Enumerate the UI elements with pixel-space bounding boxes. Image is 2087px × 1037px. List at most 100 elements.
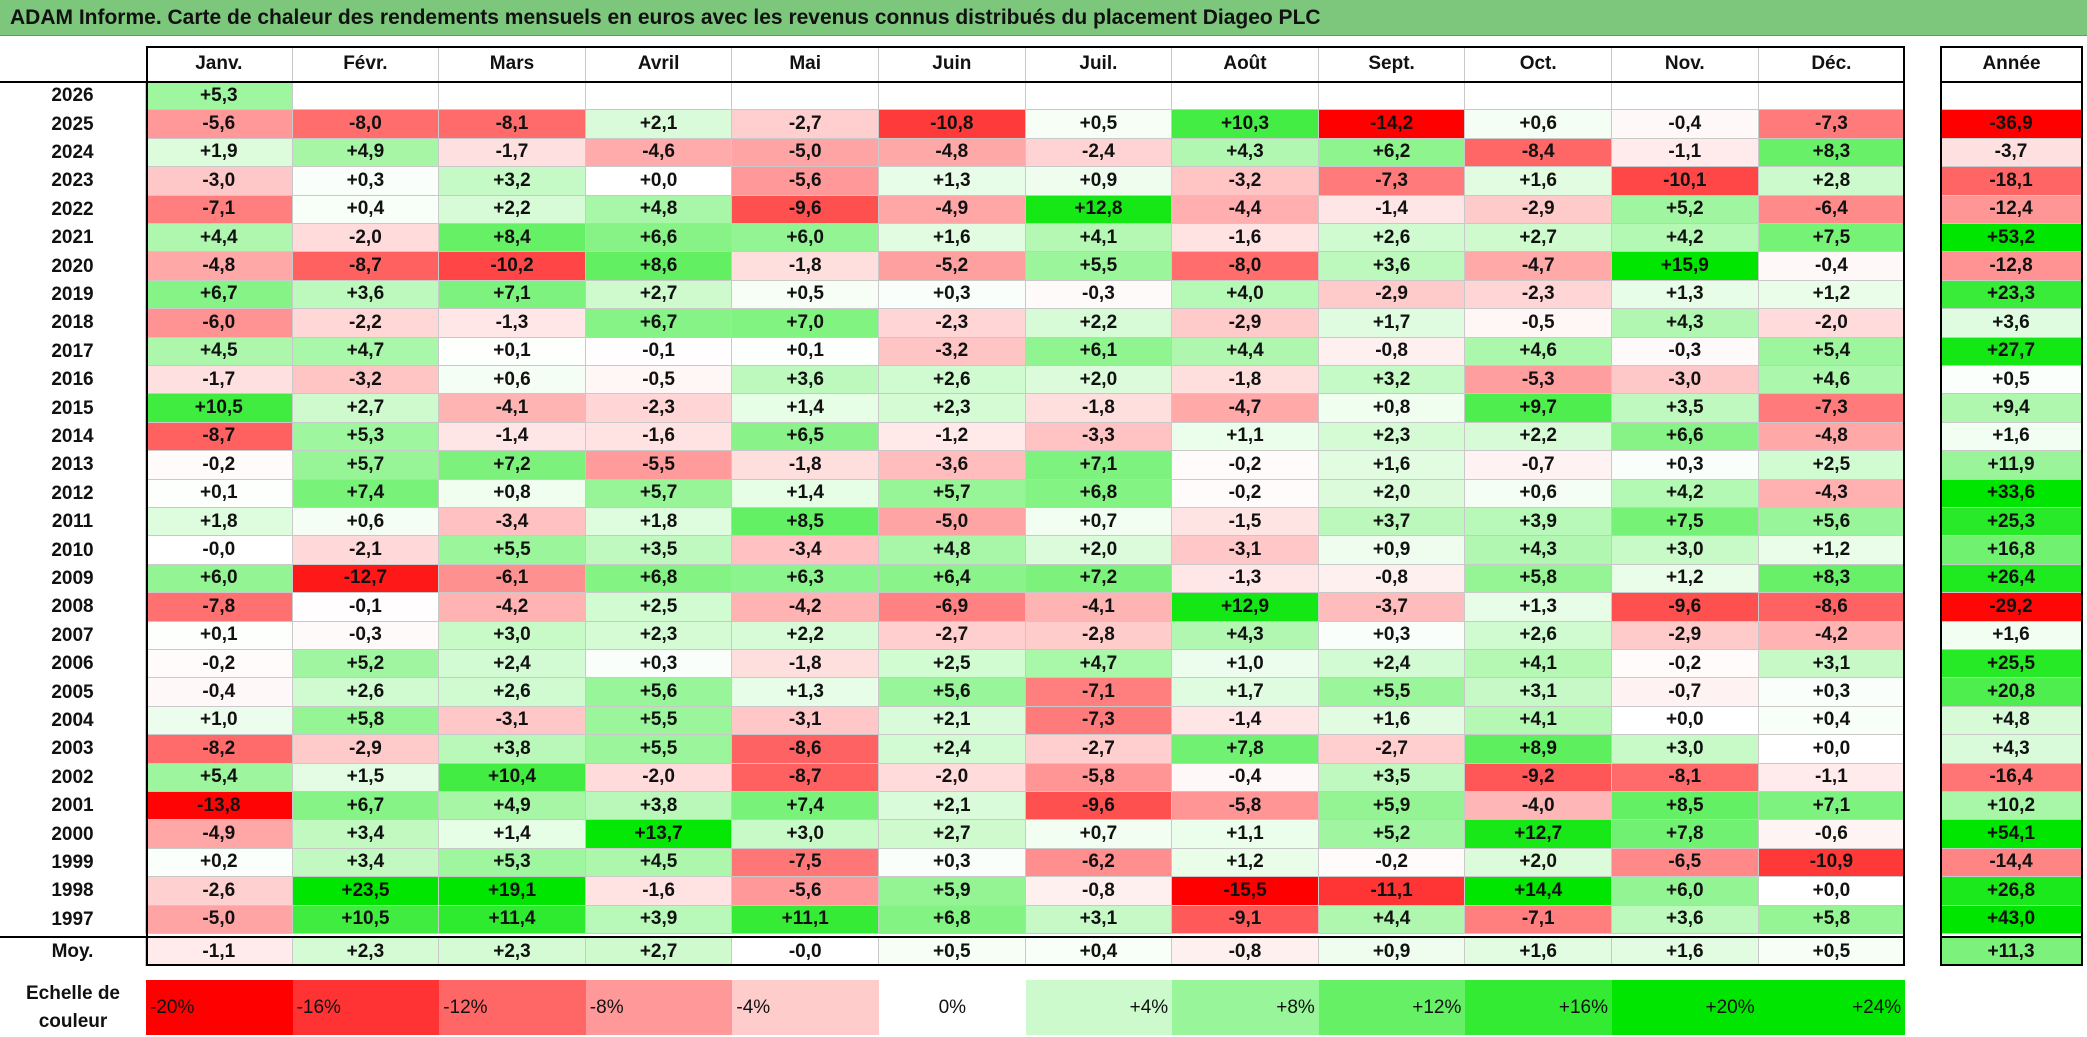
heatmap-cell: +4,3 [1465,536,1612,565]
color-scale-cell: +24% [1758,980,1906,1035]
heatmap-cell: +6,8 [1025,479,1173,508]
heatmap-cell: -6,9 [879,593,1026,622]
heatmap-cell: +0,1 [146,621,293,650]
heatmap-cell: +1,2 [1758,280,1906,310]
heatmap-cell: -10,2 [439,252,586,281]
heatmap-cell: -2,9 [1318,280,1466,310]
heatmap-cell: -3,0 [1612,366,1759,395]
month-header: Juil. [1025,46,1173,82]
heatmap-cell: +3,2 [1318,366,1466,395]
color-scale-cell: +8% [1172,980,1319,1035]
heatmap-cell: +4,2 [1612,224,1759,253]
heatmap-cell: -4,6 [585,138,733,168]
heatmap-cell: +3,5 [1318,763,1466,792]
heatmap-cell: -2,7 [732,110,879,139]
heatmap-cell: +2,7 [1465,224,1612,253]
heatmap-cell: -2,2 [292,309,440,338]
heatmap-cell: +4,7 [292,337,440,366]
heatmap-cell: +12,7 [1465,820,1612,849]
heatmap-cell: -9,1 [1172,905,1319,934]
heatmap-cell: -3,2 [879,337,1026,366]
heatmap-cell: -2,0 [1758,309,1906,338]
heatmap-cell: +7,5 [1758,224,1906,253]
heatmap-cell: +0,7 [1025,820,1173,849]
year-label: 1999 [0,848,146,878]
heatmap-cell: +6,7 [292,792,440,821]
heatmap-cell: -4,2 [1758,621,1906,650]
heatmap-cell: -9,6 [1612,593,1759,622]
heatmap-cell: -4,0 [1465,792,1612,821]
heatmap-cell: -5,0 [879,508,1026,537]
month-header: Oct. [1465,46,1612,82]
heatmap-cell: -6,5 [1612,848,1759,878]
heatmap-cell: +0,1 [146,479,293,508]
heatmap-cell: -6,0 [146,309,293,338]
heatmap-cell: +4,2 [1612,479,1759,508]
year-label: 2022 [0,195,146,224]
year-label: 2005 [0,678,146,707]
heatmap-cell: +2,0 [1465,848,1612,878]
heatmap-cell: +2,4 [439,650,586,679]
heatmap-cell: -0,8 [1318,337,1466,366]
heatmap-cell: +7,0 [732,309,879,338]
heatmap-cell: +8,4 [439,224,586,253]
annual-cell: +4,8 [1940,706,2083,736]
heatmap-cell: -3,4 [732,536,879,565]
heatmap-cell: +0,0 [1758,877,1906,906]
year-label: 2020 [0,252,146,281]
color-scale-cell: -16% [292,980,440,1035]
heatmap-cell: +11,4 [439,905,586,934]
heatmap-cell: +0,0 [1612,706,1759,736]
heatmap-cell: -1,2 [879,422,1026,452]
heatmap-cell: +8,3 [1758,138,1906,168]
heatmap-cell: +5,2 [1612,195,1759,224]
annual-cell: +10,2 [1940,792,2083,821]
heatmap-cell: -5,2 [879,252,1026,281]
heatmap-cell: -4,8 [1758,422,1906,452]
heatmap-cell: +4,3 [1172,621,1319,650]
annual-cell: +0,5 [1940,366,2083,395]
heatmap-cell: +19,1 [439,877,586,906]
heatmap-cell: -8,6 [1758,593,1906,622]
annual-cell: -3,7 [1940,138,2083,168]
heatmap-cell: +3,1 [1025,905,1173,934]
heatmap-cell: -2,3 [1465,280,1612,310]
heatmap-cell: -8,7 [292,252,440,281]
heatmap-cell: +5,9 [1318,792,1466,821]
annual-cell: -16,4 [1940,763,2083,792]
heatmap-cell: +8,5 [1612,792,1759,821]
heatmap-cell: +10,4 [439,763,586,792]
heatmap-cell: +0,6 [1465,110,1612,139]
heatmap-cell: -12,7 [292,564,440,594]
year-label: 2006 [0,650,146,679]
annual-cell: -12,4 [1940,195,2083,224]
heatmap-cell: +3,5 [1612,394,1759,423]
heatmap-cell: -0,1 [585,337,733,366]
heatmap-cell: +0,2 [146,848,293,878]
heatmap-cell: -0,4 [146,678,293,707]
heatmap-cell: +1,2 [1612,564,1759,594]
heatmap-cell: -8,2 [146,735,293,764]
heatmap-cell: +5,2 [1318,820,1466,849]
heatmap-cell: -7,3 [1758,394,1906,423]
heatmap-cell: -2,7 [1318,735,1466,764]
heatmap-cell: -13,8 [146,792,293,821]
annual-cell: +26,8 [1940,877,2083,906]
month-header: Mars [439,46,586,82]
heatmap-cell: +3,6 [1612,905,1759,934]
average-cell: +2,7 [585,938,733,966]
heatmap-cell: +5,4 [1758,337,1906,366]
average-cell: +1,6 [1612,938,1759,966]
heatmap-cell: +13,7 [585,820,733,849]
heatmap-cell: +2,5 [585,593,733,622]
heatmap-cell: -0,5 [585,366,733,395]
color-scale-cell: +20% [1612,980,1759,1035]
heatmap-cell: -8,4 [1465,138,1612,168]
heatmap-cell: +5,5 [585,706,733,736]
heatmap-cell: +0,5 [1025,110,1173,139]
year-label: 2013 [0,451,146,480]
heatmap-cell: +6,6 [585,224,733,253]
heatmap-cell: -15,5 [1172,877,1319,906]
heatmap-cell: +6,7 [146,280,293,310]
heatmap-cell: +4,5 [146,337,293,366]
